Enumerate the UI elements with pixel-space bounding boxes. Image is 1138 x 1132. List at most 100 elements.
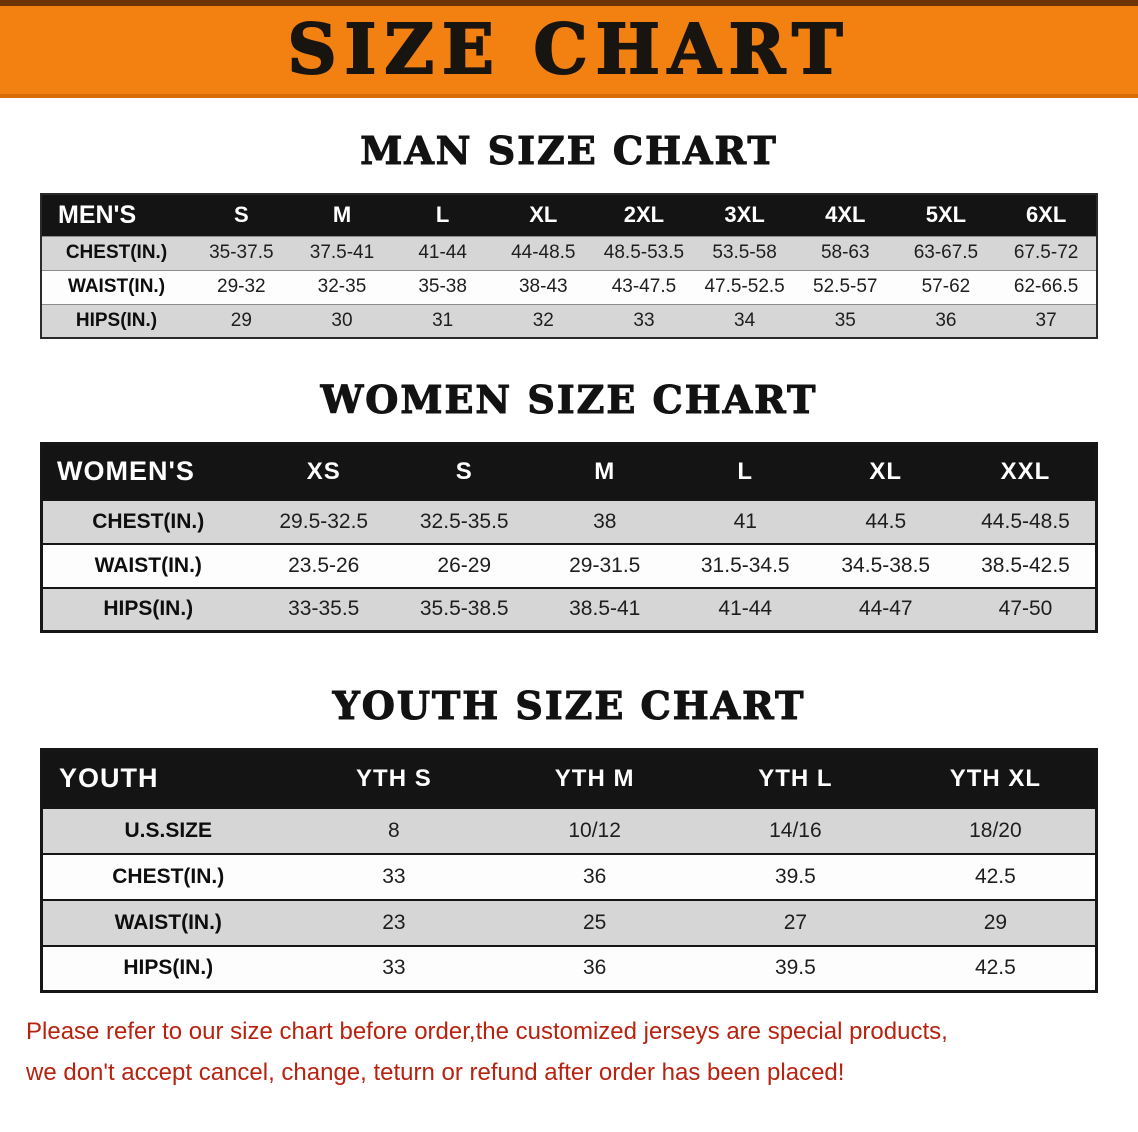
size-value-cell: 62-66.5 xyxy=(996,269,1097,304)
size-value-cell: 29 xyxy=(191,303,292,338)
disclaimer-line-2: we don't accept cancel, change, teturn o… xyxy=(26,1059,845,1087)
size-column-header: YTH S xyxy=(293,749,495,808)
measurement-row-label: WAIST(IN.) xyxy=(41,898,294,946)
size-value-cell: 48.5-53.5 xyxy=(593,235,695,270)
size-value-cell: 47.5-52.5 xyxy=(694,269,795,304)
measurement-row: HIPS(IN.) 33 36 39.5 42.5 xyxy=(41,944,1097,992)
size-value-cell: 29-32 xyxy=(191,269,292,304)
men-size-table: MEN'S S M L XL 2XL 3XL 4XL 5XL 6XL CHEST(IN.) 35-37… xyxy=(40,193,1098,339)
measurement-row: CHEST(IN.) 35-37.5 37.5-41 41-44 44-48.5 48.5… xyxy=(41,235,1097,270)
table-header-row: YOUTH YTH S YTH M YTH L YTH XL xyxy=(41,749,1097,808)
size-value-cell: 32 xyxy=(492,303,594,338)
disclaimer-line-1: Please refer to our size chart before or… xyxy=(26,1018,948,1045)
size-value-cell: 53.5-58 xyxy=(694,235,795,270)
women-size-chart-heading: WOMEN SIZE CHART xyxy=(320,376,818,422)
size-column-header: 4XL xyxy=(794,194,896,236)
table-title-cell: WOMEN'S xyxy=(41,443,254,500)
size-value-cell: 42.5 xyxy=(895,944,1097,992)
size-value-cell: 38-43 xyxy=(492,269,594,304)
size-value-cell: 39.5 xyxy=(695,852,896,900)
size-value-cell: 44.5 xyxy=(815,498,956,544)
size-column-header: S xyxy=(191,194,292,236)
youth-size-table: YOUTH YTH S YTH M YTH L YTH XL U.S.SIZE 8 10/12… xyxy=(40,748,1098,993)
size-value-cell: 31 xyxy=(392,303,493,338)
size-value-cell: 37.5-41 xyxy=(291,235,393,270)
size-column-header: YTH M xyxy=(494,749,695,808)
measurement-row-label: HIPS(IN.) xyxy=(41,586,254,632)
size-value-cell: 39.5 xyxy=(695,944,896,992)
size-value-cell: 41-44 xyxy=(392,235,493,270)
size-value-cell: 31.5-34.5 xyxy=(675,542,816,588)
men-size-section: MAN SIZE CHART MEN'S S M L XL 2XL 3XL 4XL 5XL 6XL… xyxy=(0,127,1138,339)
size-value-cell: 26-29 xyxy=(394,542,535,588)
size-column-header: XL xyxy=(815,443,956,500)
measurement-row: HIPS(IN.) 33-35.5 35.5-38.5 38.5-41 41-44 44-… xyxy=(41,586,1097,632)
size-column-header: M xyxy=(291,194,393,236)
size-value-cell: 37 xyxy=(996,303,1097,338)
size-value-cell: 36 xyxy=(494,944,695,992)
measurement-row-label: CHEST(IN.) xyxy=(41,852,294,900)
women-size-section: WOMEN SIZE CHART WOMEN'S XS S M L XL XXL CHEST(… xyxy=(0,376,1138,633)
table-header-row: MEN'S S M L XL 2XL 3XL 4XL 5XL 6XL xyxy=(41,194,1097,236)
size-value-cell: 38 xyxy=(534,498,675,544)
measurement-row: U.S.SIZE 8 10/12 14/16 18/20 xyxy=(41,806,1097,854)
size-value-cell: 43-47.5 xyxy=(593,269,695,304)
size-value-cell: 38.5-42.5 xyxy=(956,542,1097,588)
size-value-cell: 44-48.5 xyxy=(492,235,594,270)
youth-size-chart-heading: YOUTH SIZE CHART xyxy=(332,682,806,728)
size-value-cell: 29 xyxy=(895,898,1097,946)
size-chart-title: SIZE CHART xyxy=(286,9,851,91)
size-column-header: XL xyxy=(492,194,594,236)
men-size-chart-heading: MAN SIZE CHART xyxy=(360,127,778,173)
size-value-cell: 32.5-35.5 xyxy=(394,498,535,544)
size-value-cell: 23.5-26 xyxy=(253,542,394,588)
size-value-cell: 47-50 xyxy=(956,586,1097,632)
size-value-cell: 44-47 xyxy=(815,586,956,632)
size-value-cell: 32-35 xyxy=(291,269,393,304)
size-value-cell: 41 xyxy=(675,498,816,544)
size-value-cell: 33 xyxy=(593,303,695,338)
measurement-row: WAIST(IN.) 23.5-26 26-29 29-31.5 31.5-34.5 34… xyxy=(41,542,1097,588)
size-value-cell: 57-62 xyxy=(895,269,997,304)
measurement-row-label: U.S.SIZE xyxy=(41,806,294,854)
size-value-cell: 36 xyxy=(895,303,997,338)
size-value-cell: 14/16 xyxy=(695,806,896,854)
size-value-cell: 10/12 xyxy=(494,806,695,854)
measurement-row: CHEST(IN.) 29.5-32.5 32.5-35.5 38 41 44.5 44.5… xyxy=(41,498,1097,544)
table-title-cell: YOUTH xyxy=(41,749,294,808)
size-value-cell: 33-35.5 xyxy=(253,586,394,632)
size-value-cell: 34 xyxy=(694,303,795,338)
measurement-row: WAIST(IN.) 29-32 32-35 35-38 38-43 43-47.5 47.… xyxy=(41,269,1097,304)
size-value-cell: 44.5-48.5 xyxy=(956,498,1097,544)
measurement-row: WAIST(IN.) 23 25 27 29 xyxy=(41,898,1097,946)
size-value-cell: 52.5-57 xyxy=(794,269,896,304)
size-column-header: XS xyxy=(253,443,394,500)
measurement-row: CHEST(IN.) 33 36 39.5 42.5 xyxy=(41,852,1097,900)
size-value-cell: 18/20 xyxy=(895,806,1097,854)
size-value-cell: 29.5-32.5 xyxy=(253,498,394,544)
measurement-row-label: CHEST(IN.) xyxy=(41,235,191,270)
measurement-row-label: HIPS(IN.) xyxy=(41,303,191,338)
size-value-cell: 30 xyxy=(291,303,393,338)
size-value-cell: 36 xyxy=(494,852,695,900)
size-column-header: M xyxy=(534,443,675,500)
size-column-header: YTH L xyxy=(695,749,896,808)
size-value-cell: 25 xyxy=(494,898,695,946)
size-value-cell: 63-67.5 xyxy=(895,235,997,270)
measurement-row-label: CHEST(IN.) xyxy=(41,498,254,544)
size-value-cell: 33 xyxy=(293,944,495,992)
size-value-cell: 35-38 xyxy=(392,269,493,304)
size-value-cell: 8 xyxy=(293,806,495,854)
youth-size-section: YOUTH SIZE CHART YOUTH YTH S YTH M YTH L YTH… xyxy=(0,682,1138,993)
size-column-header: YTH XL xyxy=(895,749,1097,808)
measurement-row-label: WAIST(IN.) xyxy=(41,269,191,304)
size-value-cell: 38.5-41 xyxy=(534,586,675,632)
size-column-header: 5XL xyxy=(895,194,997,236)
size-column-header: L xyxy=(675,443,816,500)
size-value-cell: 42.5 xyxy=(895,852,1097,900)
size-value-cell: 33 xyxy=(293,852,495,900)
size-value-cell: 23 xyxy=(293,898,495,946)
size-value-cell: 67.5-72 xyxy=(996,235,1097,270)
measurement-row-label: HIPS(IN.) xyxy=(41,944,294,992)
table-title-cell: MEN'S xyxy=(41,194,191,236)
